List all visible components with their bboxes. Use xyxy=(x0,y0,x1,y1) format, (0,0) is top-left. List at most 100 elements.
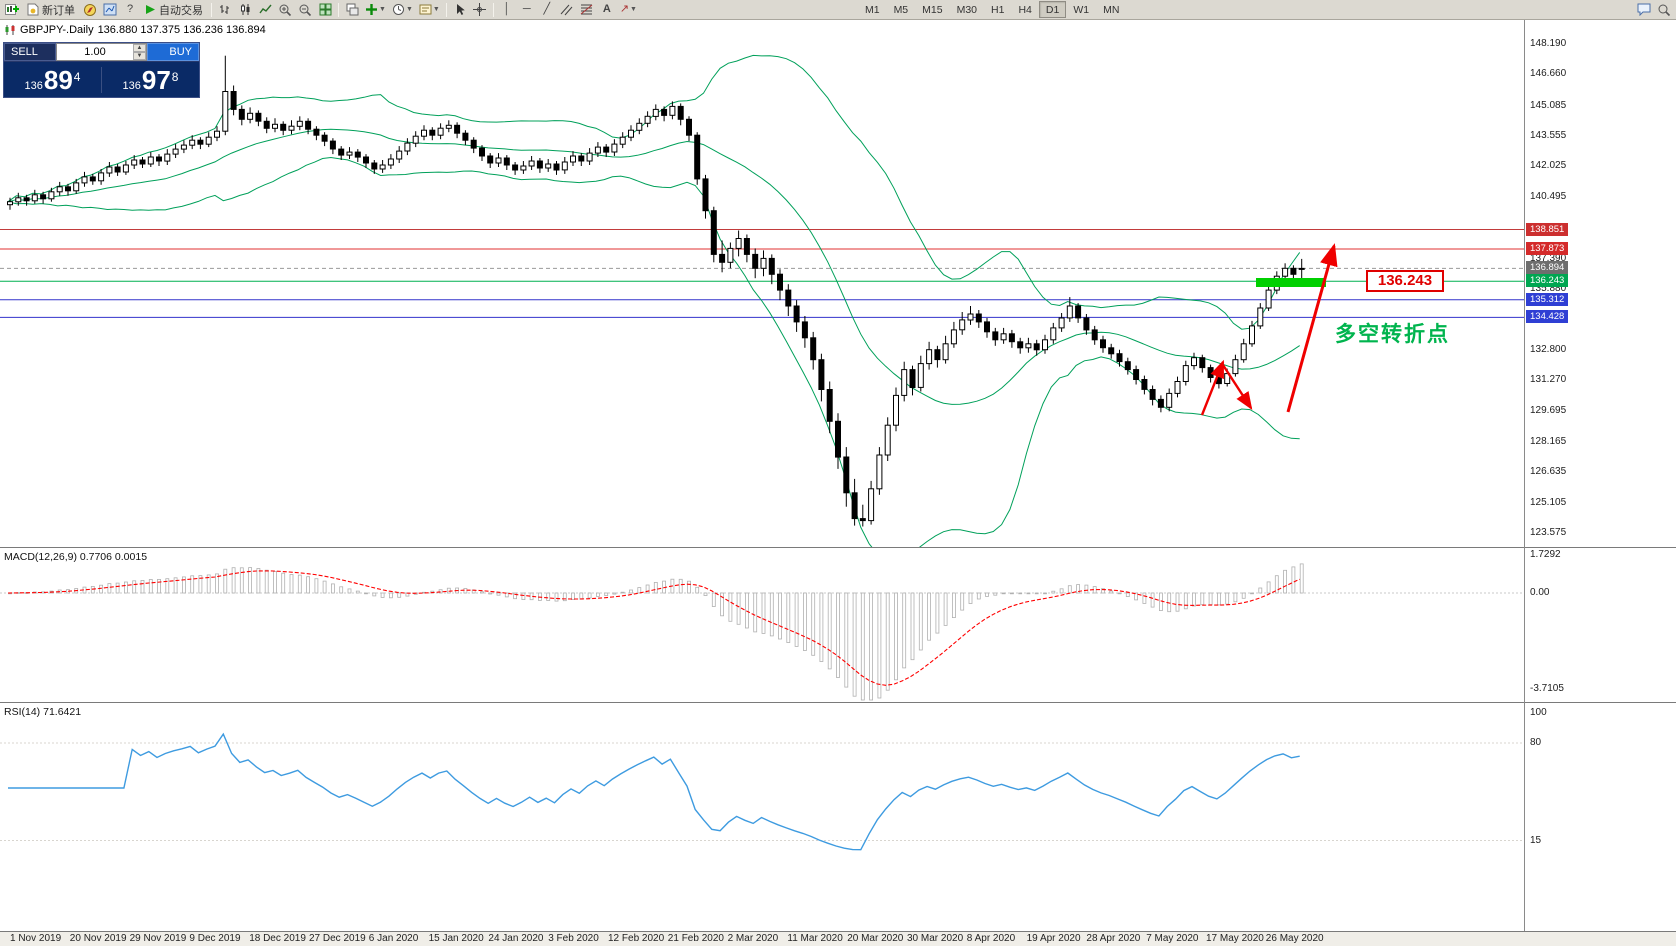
bars-icon xyxy=(219,5,229,14)
cursor-icon xyxy=(456,4,465,15)
date-label: 29 Nov 2019 xyxy=(129,933,187,944)
sell-price-big: 89 xyxy=(43,64,73,95)
bar-chart-mode-button[interactable] xyxy=(215,1,235,19)
macd-panel: MACD(12,26,9) 0.7706 0.0015 1.7292 0.00 -3… xyxy=(0,547,1676,702)
search-icon xyxy=(1658,4,1671,16)
timeframe-m1-button[interactable]: M1 xyxy=(864,3,880,16)
clock-icon xyxy=(392,4,404,15)
macd-tick: 0.00 xyxy=(1530,587,1550,598)
time-axis[interactable]: 1 Nov 2019 20 Nov 2019 29 Nov 2019 9 Dec 20… xyxy=(0,931,1676,946)
horizontal-line-tool-button[interactable]: ─ xyxy=(522,3,531,15)
templates-button[interactable]: ▼ xyxy=(416,1,443,19)
main-toolbar: 新订单 ? 自动交易 ▼ ▼ ▼ xyxy=(0,0,1676,20)
price-level-label: 136.894 xyxy=(1526,261,1569,275)
date-label: 17 May 2020 xyxy=(1206,933,1264,944)
macd-histogram xyxy=(8,563,1304,701)
tile-icon xyxy=(319,3,331,16)
price-axis[interactable]: 148.190 146.660 145.085 143.555 142.025 140.4… xyxy=(1526,20,1676,547)
toolbar-separator xyxy=(445,2,447,17)
volume-input[interactable] xyxy=(57,44,133,60)
price-level-label: 137.873 xyxy=(1526,241,1569,255)
line-icon xyxy=(258,4,272,14)
cursor-tool-button[interactable] xyxy=(450,1,470,19)
volume-increase-button[interactable]: ▲ xyxy=(133,44,146,52)
price-divider xyxy=(101,66,102,93)
volume-decrease-button[interactable]: ▼ xyxy=(133,52,146,60)
bollinger-middle-band xyxy=(7,128,1300,405)
price-tick: 129.695 xyxy=(1530,405,1567,417)
dropdown-caret: ▼ xyxy=(405,6,413,13)
buy-price-main: 136 xyxy=(122,79,141,92)
rsi-label: RSI(14) xyxy=(4,706,41,718)
help-button[interactable]: ? xyxy=(126,3,134,15)
bollinger-upper-band xyxy=(7,54,1301,330)
timeframe-d1-button[interactable]: D1 xyxy=(1038,1,1067,18)
trendline-tool-button[interactable]: ╱ xyxy=(543,3,551,15)
vertical-line-tool-button[interactable]: │ xyxy=(503,3,511,15)
macd-plot[interactable] xyxy=(0,548,1524,702)
price-chart[interactable] xyxy=(0,20,1524,547)
price-level-label: 134.428 xyxy=(1526,310,1569,324)
fibonacci-tool-button[interactable] xyxy=(577,1,597,19)
price-tick: 125.105 xyxy=(1530,496,1567,508)
rsi-plot[interactable] xyxy=(0,703,1524,931)
channel-icon xyxy=(560,4,573,16)
rsi-title: RSI(14) 71.6421 xyxy=(4,706,81,718)
cascade-windows-button[interactable] xyxy=(342,1,362,19)
rsi-tick: 80 xyxy=(1530,737,1542,748)
periods-button[interactable]: ▼ xyxy=(389,1,416,19)
rsi-axis[interactable]: 100 80 15 xyxy=(1526,703,1676,931)
crosshair-tool-button[interactable] xyxy=(470,1,490,19)
date-label: 2 Mar 2020 xyxy=(727,933,779,944)
zoom-in-icon xyxy=(279,4,292,16)
timeframe-m15-button[interactable]: M15 xyxy=(922,3,943,16)
rsi-value: 71.6421 xyxy=(43,706,82,718)
buy-button[interactable]: BUY xyxy=(147,43,199,61)
macd-value: 0.7706 xyxy=(79,551,112,563)
channel-tool-button[interactable] xyxy=(557,1,577,19)
new-chart-button[interactable] xyxy=(2,1,22,19)
price-level-callout: 136.243 xyxy=(1366,270,1444,292)
date-label: 11 Mar 2020 xyxy=(787,933,843,944)
timeframe-m5-button[interactable]: M5 xyxy=(893,3,909,16)
price-tick: 123.575 xyxy=(1530,527,1567,538)
zoom-out-button[interactable] xyxy=(295,1,315,19)
market-watch-button[interactable] xyxy=(100,1,120,19)
search-button[interactable] xyxy=(1654,1,1674,19)
buy-price[interactable]: 136 97 8 xyxy=(102,67,199,93)
indicators-button[interactable]: ▼ xyxy=(362,1,389,19)
trend-arrow xyxy=(1200,359,1225,416)
price-tick: 126.635 xyxy=(1530,466,1567,478)
candlestick-mode-button[interactable] xyxy=(235,1,255,19)
arrows-tool-button[interactable]: ↗ ▼ xyxy=(619,3,637,15)
buy-price-pip: 8 xyxy=(171,69,179,84)
date-label: 30 Mar 2020 xyxy=(907,933,964,944)
text-tool-button[interactable]: A xyxy=(602,3,611,15)
date-label: 8 Apr 2020 xyxy=(966,933,1016,944)
timeframe-w1-button[interactable]: W1 xyxy=(1073,3,1090,16)
timeframe-h1-button[interactable]: H1 xyxy=(991,3,1005,16)
sell-price[interactable]: 136 89 4 xyxy=(4,67,101,93)
date-label: 3 Feb 2020 xyxy=(548,933,599,944)
turning-point-annotation: 多空转折点 xyxy=(1335,323,1450,346)
autotrading-button[interactable]: 自动交易 xyxy=(140,1,208,19)
metaeditor-button[interactable] xyxy=(80,1,100,19)
price-tick: 148.190 xyxy=(1530,38,1567,49)
indicator-plus-icon xyxy=(366,4,377,15)
timeframe-m30-button[interactable]: M30 xyxy=(956,3,978,16)
timeframe-mn-button[interactable]: MN xyxy=(1103,3,1120,16)
rsi-tick: 15 xyxy=(1530,834,1542,846)
zoom-in-button[interactable] xyxy=(275,1,295,19)
play-icon xyxy=(146,5,155,14)
chat-button[interactable] xyxy=(1634,1,1654,19)
market-watch-icon xyxy=(103,3,117,16)
highlight-level-bar xyxy=(1256,278,1326,287)
new-order-button[interactable]: 新订单 xyxy=(22,1,80,19)
timeframe-h4-button[interactable]: H4 xyxy=(1018,3,1032,16)
sell-button[interactable]: SELL xyxy=(4,43,56,61)
price-level-label: 136.243 xyxy=(1526,274,1569,288)
toolbar-separator xyxy=(211,2,212,17)
line-chart-mode-button[interactable] xyxy=(255,1,275,19)
macd-axis[interactable]: 1.7292 0.00 -3.7105 xyxy=(1526,548,1676,702)
tile-windows-button[interactable] xyxy=(315,1,335,19)
